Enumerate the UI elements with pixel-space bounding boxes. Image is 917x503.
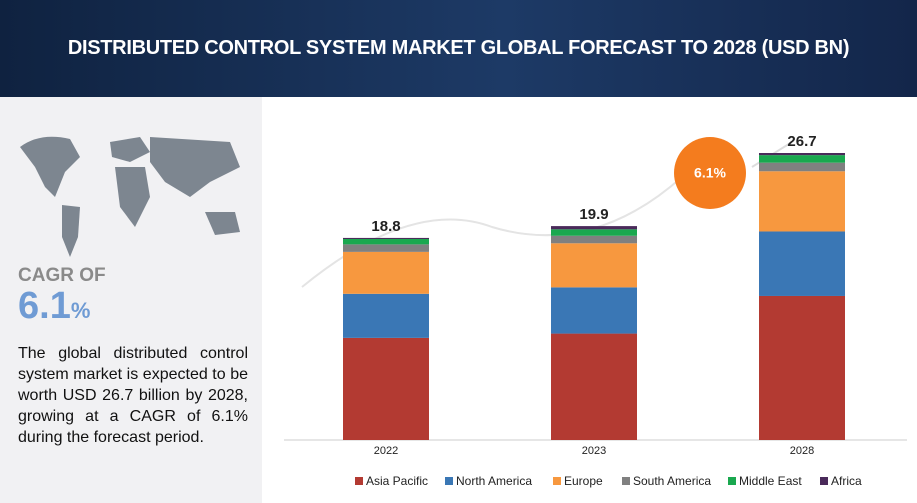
bar-segment [343, 337, 429, 440]
total-label: 26.7 [787, 133, 816, 150]
x-tick-label: 2028 [790, 445, 814, 457]
bar-segment [759, 295, 845, 440]
x-tick-label: 2022 [374, 445, 398, 457]
bar-segment [343, 251, 429, 294]
legend-swatch [820, 477, 828, 485]
bar-segment [759, 155, 845, 163]
legend-label: Asia Pacific [366, 474, 428, 488]
cagr-label: CAGR OF [18, 265, 106, 286]
bar-segment [343, 237, 429, 239]
bar-segment [759, 162, 845, 172]
bar-segment [551, 229, 637, 236]
chart: 18.8 2022 19.9 2023 26.7 2028 6.1% Asia Pacific… [284, 133, 907, 488]
x-tick-label: 2023 [582, 445, 606, 457]
legend-label: Europe [564, 474, 603, 488]
cagr-number: 6.1 [18, 285, 71, 327]
legend-swatch [553, 477, 561, 485]
sidebar: CAGR OF 6.1% The global distributed cont… [0, 97, 262, 503]
bar-segment [551, 333, 637, 440]
bar-segment [343, 238, 429, 245]
world-map [20, 136, 240, 257]
total-label: 18.8 [371, 218, 400, 235]
description: The global distributed control system ma… [18, 345, 248, 446]
cagr-badge-circle [674, 137, 746, 209]
bar-segment [759, 171, 845, 232]
bar-segment [551, 287, 637, 334]
legend-label: North America [456, 474, 532, 488]
legend-label: Middle East [739, 474, 802, 488]
legend-label: Africa [831, 474, 862, 488]
cagr-badge: 6.1% [694, 165, 726, 181]
legend-label: South America [633, 474, 711, 488]
header: DISTRIBUTED CONTROL SYSTEM MARKET GLOBAL… [0, 0, 917, 97]
bar-segment [551, 243, 637, 288]
cagr-unit: % [70, 298, 91, 323]
legend-swatch [728, 477, 736, 485]
bar-segment [343, 244, 429, 252]
bar-segment [759, 153, 845, 156]
bar-segment [759, 231, 845, 296]
legend-swatch [445, 477, 453, 485]
legend-swatch [355, 477, 363, 485]
bar-segment [551, 235, 637, 244]
page-title: DISTRIBUTED CONTROL SYSTEM MARKET GLOBAL… [67, 37, 850, 59]
bar-segment [551, 226, 637, 230]
bar-segment [343, 293, 429, 338]
cagr-value: 6.1% [18, 285, 90, 328]
legend-swatch [622, 477, 630, 485]
total-label: 19.9 [579, 206, 608, 223]
